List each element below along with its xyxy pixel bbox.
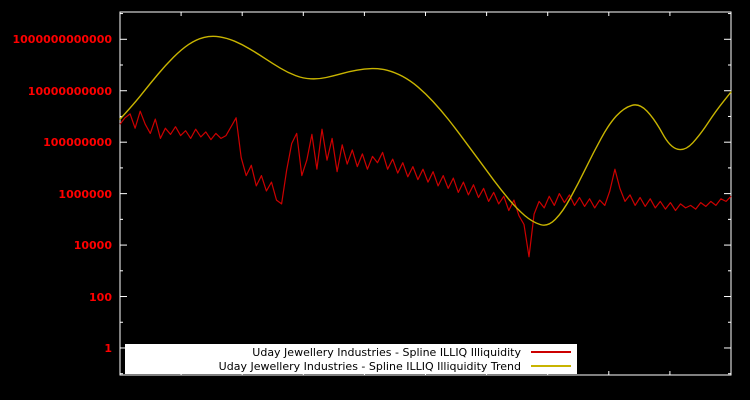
y-tick-label: 1 bbox=[104, 341, 112, 355]
y-tick-label: 100 bbox=[89, 290, 112, 304]
legend-line-sample-illiquidity bbox=[531, 351, 571, 353]
legend-item: Uday Jewellery Industries - Spline ILLIQ… bbox=[131, 359, 571, 373]
y-tick-label: 10000 bbox=[73, 239, 112, 253]
y-tick-label: 10000000000 bbox=[27, 84, 112, 98]
y-tick-label: 1000000 bbox=[58, 187, 112, 201]
legend: Uday Jewellery Industries - Spline ILLIQ… bbox=[125, 344, 577, 374]
legend-line-sample-trend bbox=[531, 365, 571, 367]
legend-item: Uday Jewellery Industries - Spline ILLIQ… bbox=[131, 345, 571, 359]
legend-label: Uday Jewellery Industries - Spline ILLIQ… bbox=[252, 345, 521, 359]
y-tick-label: 1000000000000 bbox=[12, 33, 113, 47]
legend-label: Uday Jewellery Industries - Spline ILLIQ… bbox=[218, 359, 521, 373]
y-tick-label: 100000000 bbox=[43, 136, 112, 150]
